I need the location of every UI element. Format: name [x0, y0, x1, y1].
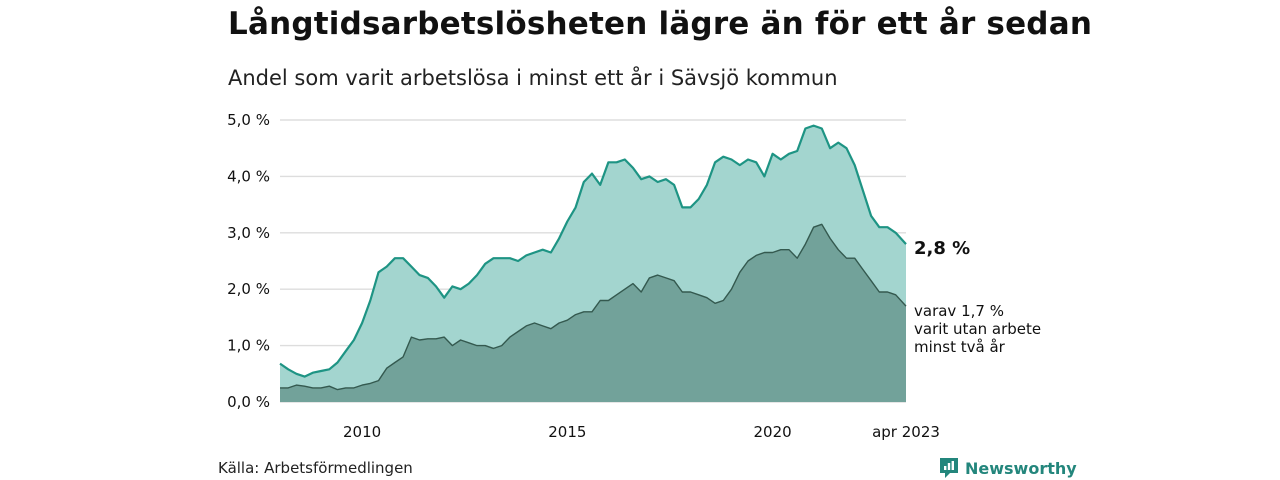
- brand-logo[interactable]: Newsworthy: [938, 456, 1077, 480]
- y-tick-label-3: 3,0 %: [227, 224, 270, 242]
- y-tick-label-1: 1,0 %: [227, 337, 270, 355]
- y-tick-label-5: 5,0 %: [227, 111, 270, 129]
- x-tick-label-3: apr 2023: [872, 423, 940, 441]
- x-tick-label-2: 2020: [753, 423, 791, 441]
- x-axis-ticks: 2010 2015 2020 apr 2023: [343, 423, 940, 441]
- sub-end-label-line-2: varit utan arbete: [914, 320, 1041, 338]
- total-end-label: 2,8 %: [914, 238, 970, 259]
- brand-name: Newsworthy: [965, 458, 1077, 478]
- x-tick-label-1: 2015: [548, 423, 586, 441]
- sub-end-label-line-1: varav 1,7 %: [914, 302, 1004, 320]
- source-note: Källa: Arbetsförmedlingen: [218, 459, 413, 477]
- long-term-area: [280, 224, 906, 402]
- y-tick-label-4: 4,0 %: [227, 167, 270, 185]
- chart-subtitle: Andel som varit arbetslösa i minst ett å…: [228, 66, 838, 90]
- chart-title: Långtidsarbetslösheten lägre än för ett …: [228, 6, 1093, 42]
- total-line: [279, 124, 907, 378]
- y-tick-label-0: 0,0 %: [227, 393, 270, 411]
- sub-end-label-line-3: minst två år: [914, 338, 1006, 356]
- y-axis-ticks: 0,0 % 1,0 % 2,0 % 3,0 % 4,0 % 5,0 %: [227, 111, 270, 411]
- newsworthy-logo-icon: [940, 458, 958, 478]
- area-chart: 0,0 %1,0 %2,0 %3,0 %4,0 %5,0 % 2010 2015 2…: [227, 111, 1041, 441]
- x-tick-label-0: 2010: [343, 423, 381, 441]
- sub-end-label: varav 1,7 % varit utan arbete minst två …: [914, 302, 1041, 356]
- y-tick-label-2: 2,0 %: [227, 280, 270, 298]
- long-term-line: [280, 223, 907, 391]
- chart-areas: [279, 124, 907, 402]
